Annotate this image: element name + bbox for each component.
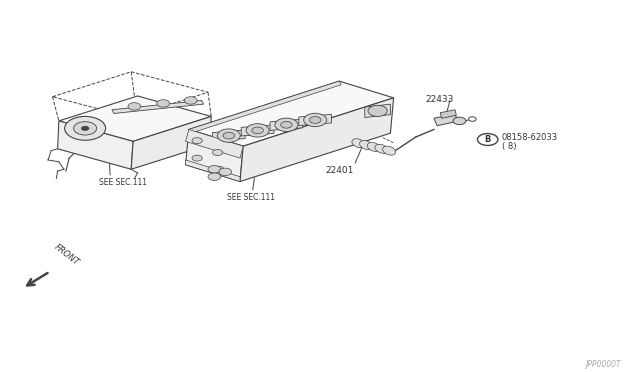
Polygon shape (212, 130, 245, 141)
Circle shape (212, 150, 223, 155)
Circle shape (453, 117, 466, 125)
Text: 22401: 22401 (325, 166, 353, 174)
Circle shape (280, 121, 292, 128)
Text: SEE SEC.111: SEE SEC.111 (227, 193, 275, 202)
Text: JPP0000T: JPP0000T (585, 360, 621, 369)
Text: B: B (484, 135, 491, 144)
Circle shape (74, 122, 97, 135)
Text: 08158-62033: 08158-62033 (502, 133, 558, 142)
Text: ( 8): ( 8) (502, 142, 516, 151)
Polygon shape (186, 160, 240, 182)
Ellipse shape (367, 142, 380, 151)
Polygon shape (299, 115, 332, 126)
Polygon shape (241, 125, 274, 136)
Polygon shape (186, 129, 243, 182)
Polygon shape (240, 98, 394, 182)
Circle shape (192, 138, 202, 144)
Text: FRONT: FRONT (52, 242, 81, 267)
Circle shape (477, 134, 498, 145)
Ellipse shape (360, 141, 372, 150)
Polygon shape (189, 81, 394, 146)
Circle shape (275, 118, 298, 132)
Text: 22433: 22433 (426, 95, 454, 104)
Polygon shape (434, 114, 458, 126)
Circle shape (246, 124, 269, 137)
Polygon shape (186, 129, 243, 158)
Circle shape (81, 126, 89, 131)
Polygon shape (189, 81, 341, 133)
Circle shape (184, 97, 197, 104)
Circle shape (208, 173, 221, 180)
Polygon shape (58, 121, 133, 169)
Circle shape (157, 100, 170, 107)
Circle shape (219, 168, 232, 176)
Polygon shape (365, 104, 390, 118)
Circle shape (208, 166, 221, 173)
Circle shape (310, 117, 321, 124)
Ellipse shape (383, 146, 396, 155)
Circle shape (218, 129, 241, 142)
Polygon shape (131, 116, 211, 169)
Ellipse shape (375, 144, 388, 153)
Ellipse shape (352, 139, 365, 148)
Circle shape (368, 105, 387, 116)
Circle shape (223, 132, 235, 139)
Circle shape (65, 116, 106, 140)
Text: SEE SEC.111: SEE SEC.111 (99, 178, 147, 187)
Circle shape (214, 166, 224, 172)
Polygon shape (112, 100, 204, 113)
Circle shape (128, 103, 141, 110)
Circle shape (304, 113, 327, 126)
Polygon shape (270, 119, 303, 131)
Circle shape (252, 127, 264, 134)
Polygon shape (59, 96, 211, 141)
Circle shape (192, 155, 202, 161)
Polygon shape (440, 110, 456, 118)
